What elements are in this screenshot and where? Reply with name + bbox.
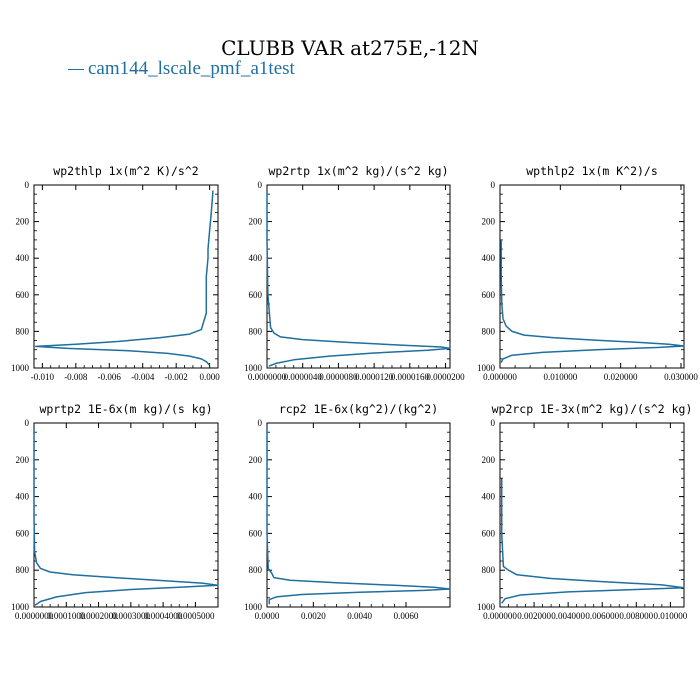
y-tick-label: 600	[16, 528, 30, 538]
y-tick-label: 0	[491, 180, 496, 190]
x-tick-label: -0.002	[165, 372, 188, 382]
y-tick-label: 800	[482, 326, 496, 336]
y-tick-label: 1000	[11, 602, 30, 612]
series-line	[500, 239, 685, 363]
y-tick-label: 1000	[244, 363, 263, 373]
legend: cam144_lscale_pmf_a1test	[68, 58, 295, 80]
series-line	[266, 428, 451, 605]
y-tick-label: 400	[482, 492, 496, 502]
y-tick-label: 0	[25, 418, 30, 428]
y-tick-label: 200	[482, 217, 496, 227]
panel-title: wprtp2 1E-6x(m kg)/(s kg)	[39, 402, 212, 416]
y-tick-label: 600	[16, 290, 30, 300]
y-tick-label: 400	[249, 253, 263, 263]
y-tick-label: 400	[16, 492, 30, 502]
x-tick-label: 0.000	[200, 372, 221, 382]
x-tick-label: 0.006000	[585, 611, 619, 621]
panel-title: rcp2 1E-6x(kg^2)/(kg^2)	[279, 402, 438, 416]
series-line	[266, 190, 451, 367]
y-tick-label: 0	[258, 418, 263, 428]
y-tick-label: 0	[258, 180, 263, 190]
y-tick-label: 1000	[244, 602, 263, 612]
x-tick-label: 0.0004000	[144, 611, 183, 621]
y-tick-label: 800	[249, 565, 263, 575]
y-tick-label: 400	[249, 492, 263, 502]
y-tick-label: 800	[249, 326, 263, 336]
plot-frame	[499, 422, 685, 608]
legend-label: cam144_lscale_pmf_a1test	[88, 58, 295, 79]
x-tick-label: 0.0001000	[47, 611, 86, 621]
x-tick-label: 0.0040	[347, 611, 372, 621]
x-tick-label: 0.010000	[543, 372, 577, 382]
panel-2: wp2rtp 1x(m^2 kg)/(s^2 kg)0.00000000.000…	[244, 164, 465, 382]
y-tick-label: 1000	[11, 363, 30, 373]
x-tick-label: 0.0000000	[248, 372, 287, 382]
y-tick-label: 1000	[477, 363, 496, 373]
y-tick-label: 400	[482, 253, 496, 263]
x-tick-label: 0.0000040	[284, 372, 323, 382]
x-tick-label: 0.0003000	[112, 611, 151, 621]
panel-title: wp2rtp 1x(m^2 kg)/(s^2 kg)	[268, 164, 448, 178]
y-tick-label: 0	[25, 180, 30, 190]
x-tick-label: 0.0005000	[176, 611, 215, 621]
y-tick-label: 1000	[477, 602, 496, 612]
panel-title: wp2rcp 1E-3x(m^2 kg)/(s^2 kg)	[492, 402, 693, 416]
y-tick-label: 200	[249, 455, 263, 465]
panel-5: rcp2 1E-6x(kg^2)/(kg^2) 0.0000 0.0020 0.004…	[244, 402, 451, 621]
legend-line-swatch	[68, 68, 84, 71]
y-tick-label: 400	[16, 253, 30, 263]
x-tick-label: 0.0000200	[426, 372, 465, 382]
x-tick-label: 0.004000	[551, 611, 585, 621]
x-tick-label: -0.010	[31, 372, 55, 382]
y-tick-label: 600	[249, 290, 263, 300]
x-tick-label: 0.0000080	[319, 372, 358, 382]
x-tick-label: 0.0000000	[15, 611, 54, 621]
y-tick-label: 800	[16, 326, 30, 336]
plot-frame	[266, 184, 451, 369]
x-tick-label: 0.0000	[255, 611, 280, 621]
panel-3: wpthlp2 1x(m K^2)/s 0.000000 0.010000 0.020…	[477, 164, 698, 382]
y-tick-label: 200	[482, 455, 496, 465]
series-line	[33, 428, 219, 606]
x-tick-label: 0.008000	[619, 611, 653, 621]
panel-title: wp2thlp 1x(m^2 K)/s^2	[53, 164, 198, 178]
x-tick-label: 0.0002000	[79, 611, 118, 621]
y-tick-label: 800	[16, 565, 30, 575]
x-tick-label: 0.000000	[483, 611, 517, 621]
series-line	[500, 478, 685, 604]
x-tick-label: -0.008	[64, 372, 88, 382]
plot-frame	[266, 422, 451, 608]
y-tick-label: 600	[482, 290, 496, 300]
x-tick-label: -0.004	[131, 372, 155, 382]
x-tick-label: 0.002000	[517, 611, 551, 621]
plot-frame	[33, 422, 219, 608]
y-tick-label: 200	[249, 217, 263, 227]
y-tick-label: 600	[482, 528, 496, 538]
series-line	[34, 190, 214, 366]
x-tick-label: 0.0000160	[391, 372, 430, 382]
panel-6: wp2rcp 1E-3x(m^2 kg)/(s^2 kg)0.000000 0.0…	[477, 402, 692, 621]
x-tick-label: 0.0000120	[355, 372, 394, 382]
x-tick-label: 0.0020	[301, 611, 326, 621]
x-tick-label: 0.000000	[483, 372, 517, 382]
panel-4: wprtp2 1E-6x(m kg)/(s kg) 0.00000000.0001…	[11, 402, 219, 621]
x-tick-label: 0.020000	[604, 372, 638, 382]
y-tick-label: 600	[249, 528, 263, 538]
y-tick-label: 200	[16, 455, 30, 465]
x-tick-label: 0.030000	[664, 372, 698, 382]
x-tick-label: -0.006	[98, 372, 122, 382]
x-tick-label: 0.0060	[394, 611, 419, 621]
panel-title: wpthlp2 1x(m K^2)/s	[526, 164, 658, 178]
x-tick-label: 0.010000	[653, 611, 687, 621]
y-tick-label: 0	[491, 418, 496, 428]
y-tick-label: 800	[482, 565, 496, 575]
figure-title: CLUBB VAR at275E,-12N	[221, 36, 479, 60]
panel-1: wp2thlp 1x(m^2 K)/s^2-0.010 -0.008 -0.006-…	[11, 164, 220, 382]
y-tick-label: 200	[16, 217, 30, 227]
